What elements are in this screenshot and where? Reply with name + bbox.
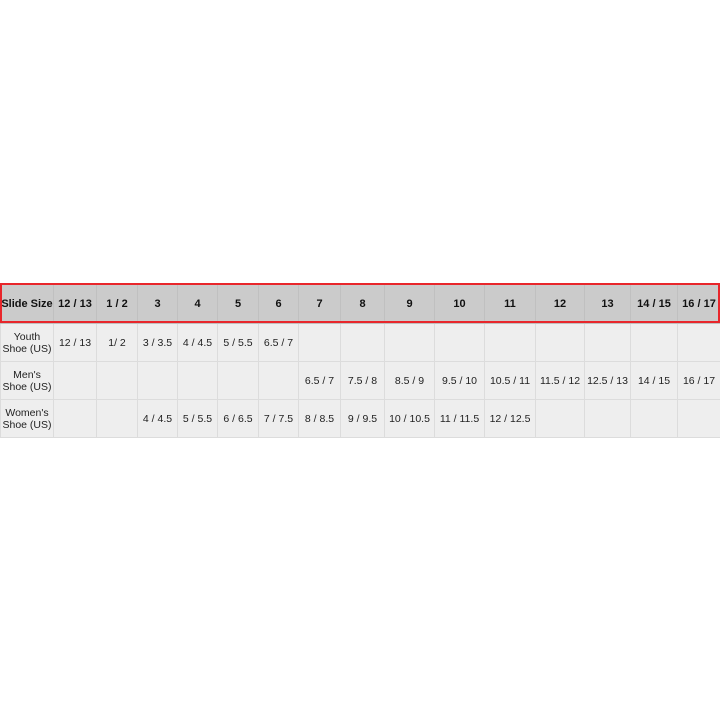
table-cell: 12 / 13 xyxy=(53,323,97,362)
row-label: Youth Shoe (US) xyxy=(0,323,54,362)
header-cell: 3 xyxy=(137,283,178,324)
table-cell: 16 / 17 xyxy=(677,361,720,400)
table-cell xyxy=(434,323,485,362)
table-cell: 3 / 3.5 xyxy=(137,323,178,362)
table-row: Men's Shoe (US) 6.5 / 7 7.5 / 8 8.5 / 9 9.5 … xyxy=(0,361,720,400)
table-cell xyxy=(96,361,138,400)
header-cell: 1 / 2 xyxy=(96,283,138,324)
table-cell: 7 / 7.5 xyxy=(258,399,299,438)
table-cell xyxy=(584,323,631,362)
header-cell: 6 xyxy=(258,283,299,324)
table-cell: 4 / 4.5 xyxy=(177,323,218,362)
size-chart: Slide Size 12 / 13 1 / 2 3 4 5 6 7 8 9 10 11 12 13 14… xyxy=(0,283,720,438)
table-cell xyxy=(177,361,218,400)
table-cell: 6 / 6.5 xyxy=(217,399,259,438)
table-cell: 8.5 / 9 xyxy=(384,361,435,400)
table-cell xyxy=(217,361,259,400)
table-cell xyxy=(96,399,138,438)
header-cell: 8 xyxy=(340,283,385,324)
table-cell: 5 / 5.5 xyxy=(217,323,259,362)
table-cell: 1/ 2 xyxy=(96,323,138,362)
table-cell: 11 / 11.5 xyxy=(434,399,485,438)
header-cell: 16 / 17 xyxy=(677,283,720,324)
row-label: Women's Shoe (US) xyxy=(0,399,54,438)
header-cell: 11 xyxy=(484,283,536,324)
row-label: Men's Shoe (US) xyxy=(0,361,54,400)
table-cell xyxy=(535,323,585,362)
table-cell: 11.5 / 12 xyxy=(535,361,585,400)
table-cell xyxy=(484,323,536,362)
table-cell xyxy=(535,399,585,438)
table-cell: 8 / 8.5 xyxy=(298,399,341,438)
table-cell xyxy=(584,399,631,438)
table-cell xyxy=(53,399,97,438)
header-row: Slide Size 12 / 13 1 / 2 3 4 5 6 7 8 9 10 11 12 13 14… xyxy=(0,283,720,324)
header-cell: 12 / 13 xyxy=(53,283,97,324)
table-cell xyxy=(258,361,299,400)
table-cell xyxy=(677,323,720,362)
table-cell xyxy=(53,361,97,400)
table-cell: 14 / 15 xyxy=(630,361,678,400)
header-cell: 10 xyxy=(434,283,485,324)
table-cell: 10.5 / 11 xyxy=(484,361,536,400)
table-cell xyxy=(340,323,385,362)
header-label: Slide Size xyxy=(0,283,54,324)
header-cell: 14 / 15 xyxy=(630,283,678,324)
header-cell: 12 xyxy=(535,283,585,324)
size-chart-table: Slide Size 12 / 13 1 / 2 3 4 5 6 7 8 9 10 11 12 13 14… xyxy=(0,283,720,438)
header-cell: 7 xyxy=(298,283,341,324)
table-cell xyxy=(298,323,341,362)
table-cell: 4 / 4.5 xyxy=(137,399,178,438)
table-cell: 9 / 9.5 xyxy=(340,399,385,438)
table-cell: 10 / 10.5 xyxy=(384,399,435,438)
table-cell xyxy=(677,399,720,438)
table-row: Women's Shoe (US) 4 / 4.5 5 / 5.5 6 / 6.5 7 … xyxy=(0,399,720,438)
header-cell: 9 xyxy=(384,283,435,324)
table-cell: 7.5 / 8 xyxy=(340,361,385,400)
table-cell: 9.5 / 10 xyxy=(434,361,485,400)
header-cell: 4 xyxy=(177,283,218,324)
table-cell: 5 / 5.5 xyxy=(177,399,218,438)
table-cell xyxy=(137,361,178,400)
table-cell: 12 / 12.5 xyxy=(484,399,536,438)
header-cell: 5 xyxy=(217,283,259,324)
table-cell: 6.5 / 7 xyxy=(258,323,299,362)
table-cell xyxy=(630,323,678,362)
table-cell xyxy=(384,323,435,362)
table-cell xyxy=(630,399,678,438)
table-cell: 12.5 / 13 xyxy=(584,361,631,400)
table-cell: 6.5 / 7 xyxy=(298,361,341,400)
header-cell: 13 xyxy=(584,283,631,324)
